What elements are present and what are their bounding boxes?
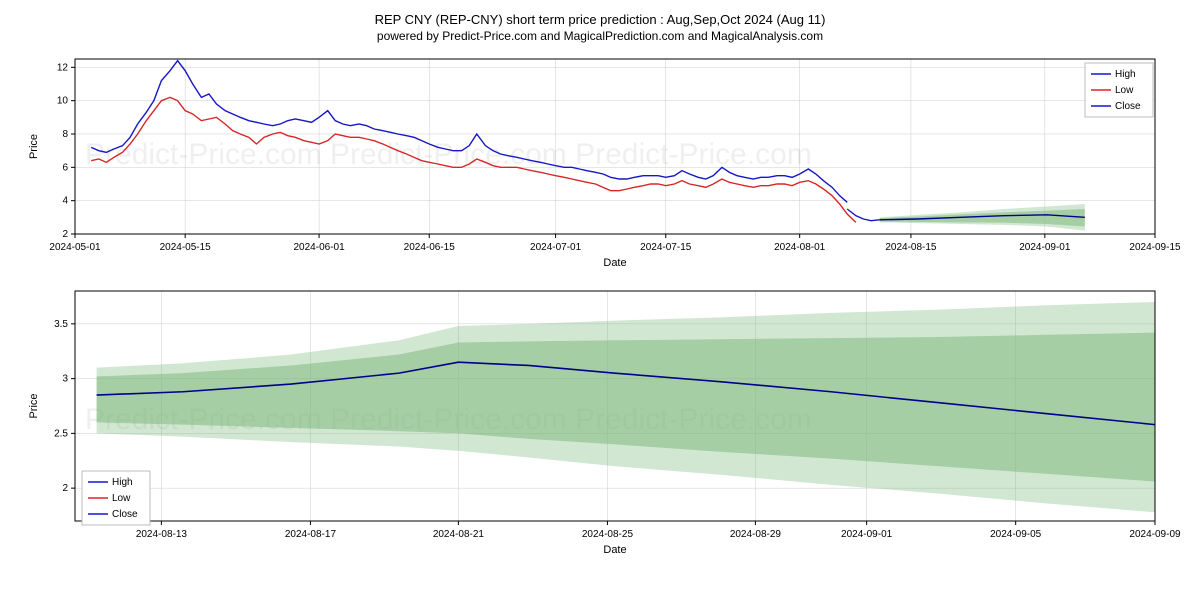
svg-text:2024-08-21: 2024-08-21 [433,529,485,540]
svg-text:2.5: 2.5 [54,428,68,439]
svg-text:High: High [1115,69,1136,80]
svg-text:2024-08-13: 2024-08-13 [136,529,188,540]
svg-text:2024-08-15: 2024-08-15 [885,242,937,253]
svg-text:2024-08-17: 2024-08-17 [285,529,337,540]
svg-text:Close: Close [112,509,138,520]
svg-text:Price: Price [28,134,40,159]
chart-bottom: Predict-Price.com Predict-Price.com Pred… [10,281,1190,571]
svg-text:2024-08-29: 2024-08-29 [730,529,782,540]
svg-text:2: 2 [62,483,68,494]
svg-text:2024-09-05: 2024-09-05 [990,529,1042,540]
svg-text:10: 10 [57,96,69,107]
svg-text:2024-09-09: 2024-09-09 [1129,529,1181,540]
svg-text:2: 2 [62,229,68,240]
svg-text:2024-05-01: 2024-05-01 [49,242,101,253]
svg-text:2024-09-01: 2024-09-01 [841,529,893,540]
svg-text:2024-08-01: 2024-08-01 [774,242,826,253]
svg-text:Price: Price [28,393,40,418]
chart-title-sub: powered by Predict-Price.com and Magical… [10,29,1190,43]
svg-text:2024-08-25: 2024-08-25 [582,529,634,540]
svg-text:Low: Low [1115,85,1134,96]
svg-text:12: 12 [57,62,69,73]
svg-text:2024-07-15: 2024-07-15 [640,242,692,253]
svg-text:2024-06-01: 2024-06-01 [294,242,346,253]
svg-text:Close: Close [1115,101,1141,112]
svg-text:High: High [112,477,133,488]
svg-text:4: 4 [62,196,68,207]
svg-text:8: 8 [62,129,68,140]
chart-top: Predict-Price.com Predict-Price.com Pred… [10,51,1190,281]
svg-text:6: 6 [62,162,68,173]
svg-text:Date: Date [603,257,626,269]
chart-container: REP CNY (REP-CNY) short term price predi… [10,12,1190,571]
svg-text:2024-09-15: 2024-09-15 [1129,242,1181,253]
svg-text:2024-09-01: 2024-09-01 [1019,242,1071,253]
svg-text:2024-05-15: 2024-05-15 [160,242,212,253]
svg-text:2024-06-15: 2024-06-15 [404,242,456,253]
svg-text:3.5: 3.5 [54,319,68,330]
svg-text:3: 3 [62,374,68,385]
svg-text:Low: Low [112,493,131,504]
svg-text:Date: Date [603,544,626,556]
svg-text:2024-07-01: 2024-07-01 [530,242,582,253]
chart-title-main: REP CNY (REP-CNY) short term price predi… [10,12,1190,27]
